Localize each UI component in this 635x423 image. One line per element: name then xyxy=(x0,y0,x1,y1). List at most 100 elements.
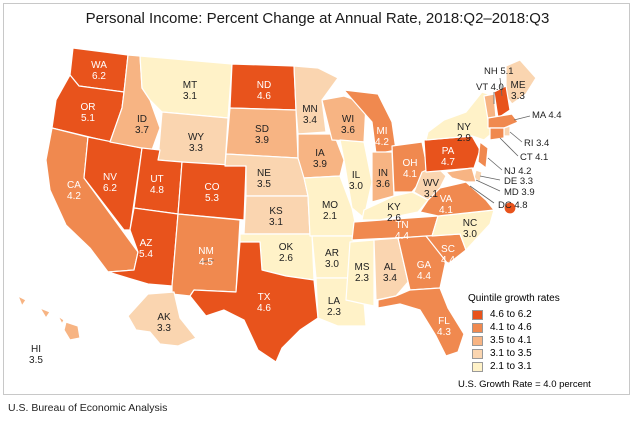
state-label-MO: MO xyxy=(322,200,338,211)
state-GA xyxy=(397,235,447,291)
state-value-MO: 2.1 xyxy=(323,211,337,222)
state-value-NV: 6.2 xyxy=(103,183,117,194)
state-label-MS: MS xyxy=(355,262,370,273)
state-label-WA: WA xyxy=(91,60,107,71)
state-value-ND: 4.6 xyxy=(257,91,271,102)
state-label-AK: AK xyxy=(157,312,171,323)
state-value-TX: 4.6 xyxy=(257,303,271,314)
state-value-MS: 2.3 xyxy=(355,273,369,284)
state-label-WI: WI xyxy=(342,114,354,125)
state-value-OH: 4.1 xyxy=(403,169,417,180)
state-label-MT: MT xyxy=(183,80,197,91)
state-value-IL: 3.0 xyxy=(349,181,363,192)
state-value-NY: 2.9 xyxy=(457,133,471,144)
legend-label: 3.5 to 4.1 xyxy=(490,335,532,346)
state-value-AZ: 5.4 xyxy=(139,249,153,260)
state-label-ND: ND xyxy=(257,80,271,91)
state-AL xyxy=(373,237,409,301)
state-value-ME: 3.3 xyxy=(511,91,525,102)
state-label-CT: CT 4.1 xyxy=(520,152,548,163)
state-label-SC: SC xyxy=(441,244,455,255)
state-value-WI: 3.6 xyxy=(341,125,355,136)
state-value-WA: 6.2 xyxy=(92,71,106,82)
state-label-GA: GA xyxy=(417,260,432,271)
state-value-NE: 3.5 xyxy=(257,179,271,190)
state-label-KS: KS xyxy=(269,206,283,217)
legend-item: 2.1 to 3.1 xyxy=(472,361,532,373)
state-value-IA: 3.9 xyxy=(313,159,327,170)
state-label-IN: IN xyxy=(378,168,388,179)
legend-label: 2.1 to 3.1 xyxy=(490,361,532,372)
state-label-NM: NM xyxy=(198,246,214,257)
state-value-WY: 3.3 xyxy=(189,143,203,154)
state-label-WV: WV xyxy=(423,178,439,189)
legend-swatch xyxy=(472,362,483,372)
state-label-OH: OH xyxy=(403,158,418,169)
state-value-OK: 2.6 xyxy=(279,253,293,264)
state-value-NM: 4.5 xyxy=(199,257,213,268)
state-label-LA: LA xyxy=(328,296,341,307)
state-label-FL: FL xyxy=(438,316,450,327)
legend-swatch xyxy=(472,336,483,346)
state-value-WV: 3.1 xyxy=(424,189,438,200)
state-label-WY: WY xyxy=(188,132,204,143)
state-label-ME: ME xyxy=(511,80,526,91)
state-NJ xyxy=(477,141,489,169)
state-label-KY: KY xyxy=(387,202,401,213)
state-MN xyxy=(293,65,339,135)
leader-lines xyxy=(199,77,531,263)
state-label-NH: NH 5.1 xyxy=(484,66,514,77)
state-value-AK: 3.3 xyxy=(157,323,171,334)
legend-swatch xyxy=(472,323,483,333)
state-MA xyxy=(487,113,519,129)
state-value-NC: 3.0 xyxy=(463,229,477,240)
state-value-LA: 2.3 xyxy=(327,307,341,318)
legend-label: 4.6 to 6.2 xyxy=(490,309,532,320)
legend-item: 3.1 to 3.5 xyxy=(472,348,532,360)
state-value-TN: 4.4 xyxy=(395,231,409,242)
state-MS xyxy=(345,239,375,307)
legend-item: 3.5 to 4.1 xyxy=(472,335,532,347)
map-title: Personal Income: Percent Change at Annua… xyxy=(85,10,550,27)
state-NH xyxy=(493,85,511,119)
state-label-DE: DE 3.3 xyxy=(504,176,533,187)
state-value-SD: 3.9 xyxy=(255,135,269,146)
state-label-HI: HI xyxy=(31,344,41,355)
legend-label: 4.1 to 4.6 xyxy=(490,322,532,333)
state-KY xyxy=(361,191,429,221)
state-value-CA: 4.2 xyxy=(67,191,81,202)
state-value-KY: 2.6 xyxy=(387,213,401,224)
state-value-ID: 3.7 xyxy=(135,125,149,136)
state-label-IL: IL xyxy=(352,170,361,181)
state-value-AL: 3.4 xyxy=(383,273,397,284)
state-CT xyxy=(489,127,505,141)
state-label-IA: IA xyxy=(315,148,325,159)
state-label-OR: OR xyxy=(81,102,96,113)
state-TX xyxy=(189,241,319,363)
state-label-AL: AL xyxy=(384,262,397,273)
state-label-MD: MD 3.9 xyxy=(504,187,535,198)
state-HI xyxy=(17,295,81,341)
legend-item: 4.6 to 6.2 xyxy=(472,309,532,321)
state-label-PA: PA xyxy=(442,146,455,157)
state-label-NC: NC xyxy=(463,218,477,229)
state-MI xyxy=(343,89,397,155)
state-label-TX: TX xyxy=(258,292,271,303)
state-label-MN: MN xyxy=(302,104,318,115)
state-label-AR: AR xyxy=(325,248,339,259)
us-growth-note: U.S. Growth Rate = 4.0 percent xyxy=(458,379,591,390)
state-label-UT: UT xyxy=(150,174,163,185)
state-label-AZ: AZ xyxy=(140,238,153,249)
state-label-DC: DC 4.8 xyxy=(498,200,528,211)
legend-swatch xyxy=(472,349,483,359)
state-label-SD: SD xyxy=(255,124,269,135)
legend-swatch xyxy=(472,310,483,320)
state-value-PA: 4.7 xyxy=(441,157,455,168)
state-value-GA: 4.4 xyxy=(417,271,431,282)
state-value-UT: 4.8 xyxy=(150,185,164,196)
state-AK xyxy=(127,291,197,347)
state-value-CO: 5.3 xyxy=(205,193,219,204)
state-value-FL: 4.3 xyxy=(437,327,451,338)
state-RI xyxy=(503,125,511,137)
